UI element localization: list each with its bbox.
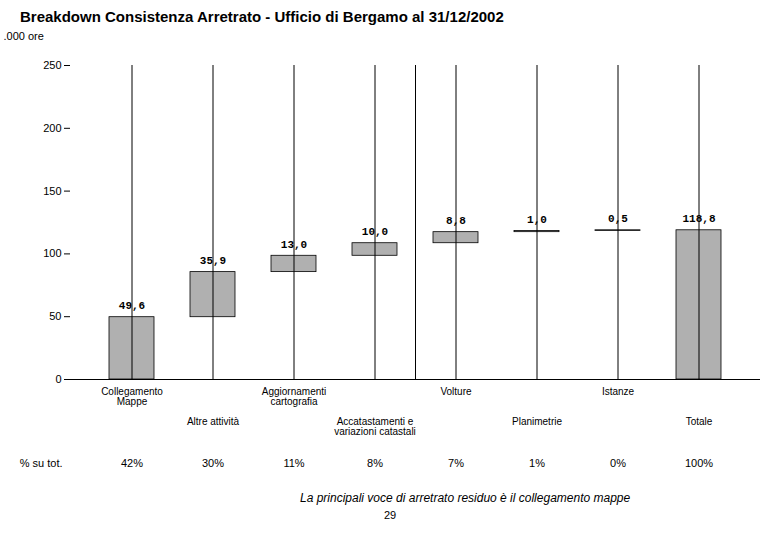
svg-text:118,8: 118,8 <box>682 213 715 225</box>
svg-text:10,0: 10,0 <box>362 226 388 238</box>
svg-text:150: 150 <box>43 185 61 197</box>
svg-text:Volture: Volture <box>440 386 472 397</box>
svg-text:Aggiornamenticartografia: Aggiornamenticartografia <box>262 386 326 407</box>
svg-text:8,8: 8,8 <box>446 215 466 227</box>
svg-text:200: 200 <box>43 122 61 134</box>
svg-text:.000 ore: .000 ore <box>4 30 44 42</box>
svg-text:1,0: 1,0 <box>527 214 547 226</box>
html-text:Breakdown Consistenza Arretrat: Breakdown Consistenza Arretrato - Uffici… <box>20 8 504 25</box>
svg-text:0,5: 0,5 <box>608 213 628 225</box>
svg-text:42%: 42% <box>121 457 143 469</box>
svg-text:CollegamentoMappe: CollegamentoMappe <box>101 386 163 407</box>
svg-text:7%: 7% <box>448 457 464 469</box>
svg-text:Accatastamenti evariazioni cat: Accatastamenti evariazioni catastali <box>334 416 416 437</box>
svg-text:13,0: 13,0 <box>281 239 307 251</box>
svg-text:49,6: 49,6 <box>119 300 145 312</box>
svg-text:0: 0 <box>55 373 61 385</box>
svg-text:250: 250 <box>43 59 61 71</box>
svg-text:Totale: Totale <box>686 416 713 427</box>
svg-text:Planimetrie: Planimetrie <box>512 416 562 427</box>
html-text:La principali voce di arretrat: La principali voce di arretrato residuo … <box>300 491 631 505</box>
svg-text:100: 100 <box>43 247 61 259</box>
svg-text:50: 50 <box>49 310 61 322</box>
svg-text:Istanze: Istanze <box>602 386 635 397</box>
svg-text:0%: 0% <box>610 457 626 469</box>
svg-text:11%: 11% <box>283 457 304 469</box>
svg-text:1%: 1% <box>529 457 545 469</box>
html-text:29: 29 <box>383 509 397 521</box>
svg-text:35,9: 35,9 <box>200 255 226 267</box>
svg-text:Altre attività: Altre attività <box>187 416 240 427</box>
svg-text:% su tot.: % su tot. <box>20 457 63 469</box>
svg-text:30%: 30% <box>202 457 224 469</box>
svg-text:8%: 8% <box>367 457 383 469</box>
svg-text:100%: 100% <box>685 457 713 469</box>
